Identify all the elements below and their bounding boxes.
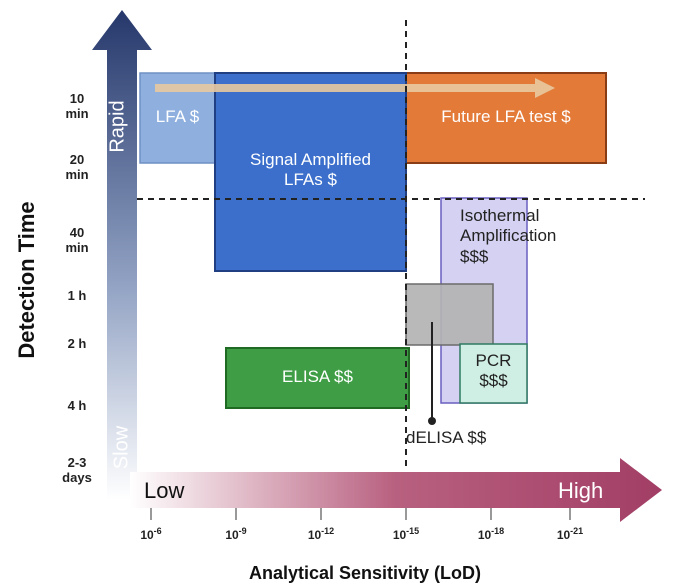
y-tick: 2 h <box>67 336 87 351</box>
pcr-label: PCR $$$ <box>475 351 512 391</box>
signal-amplified-region <box>214 72 407 272</box>
x-tick: 10-18 <box>477 526 505 542</box>
x-tick: 10-6 <box>140 526 162 542</box>
x-tick-marks <box>150 508 571 520</box>
x-tick: 10-15 <box>392 526 420 542</box>
x-axis-arrow <box>130 458 662 522</box>
y-tick: 4 h <box>67 398 87 413</box>
progress-arrow <box>155 78 555 98</box>
lfa-label: LFA $ <box>155 107 200 126</box>
y-tick: 20 min <box>65 152 89 182</box>
isothermal-label: Isothermal Amplification $$$ <box>460 206 557 266</box>
slow-label: Slow <box>110 425 133 470</box>
delisa-label: dELISA $$ <box>406 428 487 447</box>
x-tick: 10-9 <box>225 526 247 542</box>
delisa-region <box>405 283 494 346</box>
y-axis-title: Detection Time <box>14 201 39 359</box>
future-lfa-label: Future LFA test $ <box>441 107 571 126</box>
x-tick: 10-21 <box>556 526 584 542</box>
high-label: High <box>558 478 604 503</box>
y-axis-arrow <box>92 10 152 500</box>
elisa-region <box>225 347 410 409</box>
signal-amplified-label: Signal Amplified LFAs $ <box>250 150 371 190</box>
pcr-region <box>459 343 528 404</box>
y-tick: 1 h <box>67 288 87 303</box>
elisa-label: ELISA $$ <box>282 367 353 386</box>
y-tick: 10 min <box>65 91 89 121</box>
y-tick: 2-3 days <box>62 455 92 485</box>
y-tick: 40 min <box>65 225 89 255</box>
delisa-pointer-dot <box>428 417 436 425</box>
x-tick: 10-12 <box>307 526 335 542</box>
x-axis-title: Analytical Sensitivity (LoD) <box>248 563 482 583</box>
low-label: Low <box>144 478 185 503</box>
